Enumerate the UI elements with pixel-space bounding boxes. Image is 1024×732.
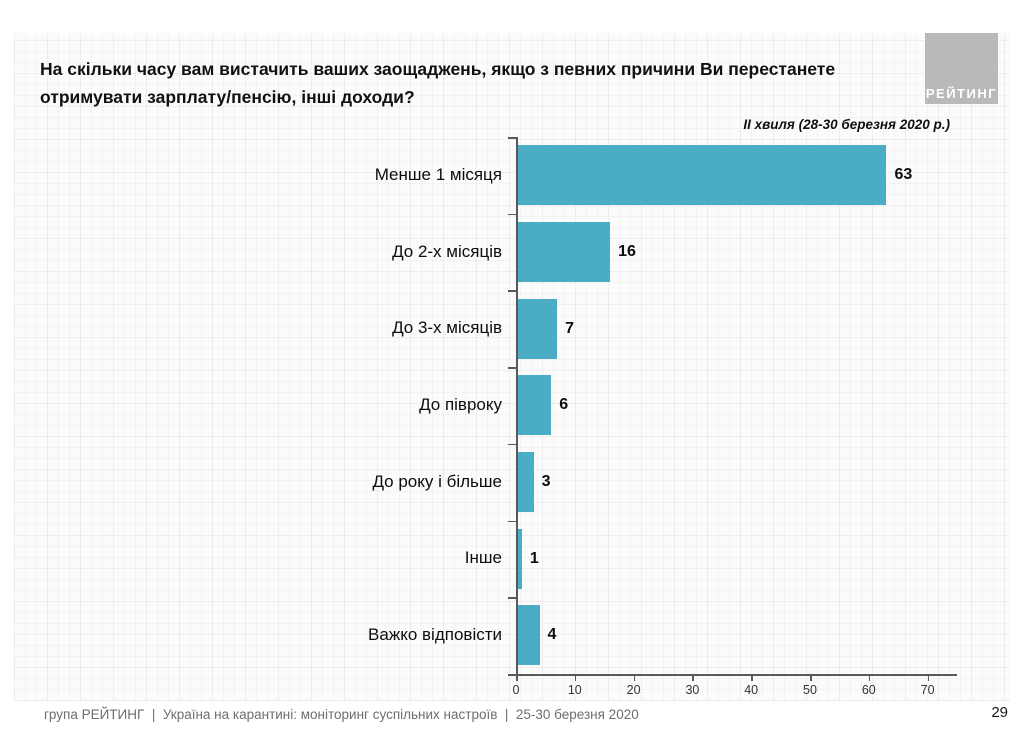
bar bbox=[516, 298, 558, 359]
x-axis-tick-label: 40 bbox=[744, 683, 759, 697]
y-axis-tick bbox=[508, 137, 516, 139]
x-axis-tick-label: 20 bbox=[626, 683, 641, 697]
x-axis-tick bbox=[810, 675, 812, 681]
bar-row: Важко відповісти 4 bbox=[14, 597, 974, 674]
bar-value-label: 3 bbox=[541, 473, 551, 491]
bar bbox=[516, 222, 611, 283]
bar-row: До 3-х місяців 7 bbox=[14, 290, 974, 367]
bar-value-label: 63 bbox=[894, 166, 913, 184]
category-label: До 2-х місяців bbox=[392, 241, 502, 261]
bar bbox=[516, 452, 534, 513]
x-axis-tick-label: 0 bbox=[512, 683, 520, 697]
bar-row: До року і більше 3 bbox=[14, 444, 974, 521]
y-axis-line bbox=[516, 137, 518, 675]
x-axis-tick bbox=[516, 675, 518, 681]
bar bbox=[516, 605, 540, 666]
category-label: До півроку bbox=[419, 395, 502, 415]
x-axis-tick-label: 60 bbox=[861, 683, 876, 697]
bar bbox=[516, 375, 552, 436]
x-axis-tick bbox=[868, 675, 871, 681]
x-axis-tick bbox=[751, 675, 753, 681]
bar-row: Менше 1 місяця 63 bbox=[14, 137, 974, 214]
y-axis-tick bbox=[508, 674, 516, 676]
x-axis-tick bbox=[927, 675, 930, 681]
y-axis-tick bbox=[508, 520, 516, 523]
bar-value-label: 4 bbox=[547, 626, 557, 644]
category-label: До 3-х місяців bbox=[392, 318, 502, 338]
x-axis-tick-label: 70 bbox=[920, 683, 935, 697]
rating-logo-text: РЕЙТИНГ bbox=[925, 86, 998, 101]
x-axis-line bbox=[516, 674, 957, 676]
slide-content-area: На скільки часу вам вистачить ваших заощ… bbox=[14, 33, 1010, 701]
x-axis-tick bbox=[574, 675, 577, 681]
y-axis-tick bbox=[508, 443, 516, 446]
y-axis-tick bbox=[508, 290, 516, 292]
bar-chart: Менше 1 місяця 63 До 2-х місяців 16 До 3-х м… bbox=[14, 137, 974, 697]
bar-row: До 2-х місяців 16 bbox=[14, 214, 974, 291]
footer-source-line: група РЕЙТИНГ | Україна на карантині: мо… bbox=[44, 707, 639, 722]
bar-value-label: 16 bbox=[618, 243, 636, 261]
bar-row: До півроку 6 bbox=[14, 367, 974, 444]
bar-value-label: 1 bbox=[529, 549, 539, 567]
category-label: До року і більше bbox=[372, 471, 502, 491]
bar bbox=[516, 145, 887, 206]
bar bbox=[516, 528, 522, 589]
category-label: Важко відповісти bbox=[368, 625, 502, 645]
page-number: 29 bbox=[991, 704, 1008, 721]
wave-subtitle: ІІ хвиля (28-30 березня 2020 р.) bbox=[743, 117, 950, 132]
bar-value-label: 7 bbox=[565, 319, 575, 337]
y-axis-tick bbox=[508, 367, 516, 369]
x-axis-tick bbox=[692, 675, 694, 681]
chart-title: На скільки часу вам вистачить ваших заощ… bbox=[40, 59, 836, 107]
x-axis-tick-label: 50 bbox=[803, 683, 817, 697]
y-axis-tick bbox=[508, 213, 516, 216]
bar-value-label: 6 bbox=[559, 396, 569, 414]
rating-logo: РЕЙТИНГ bbox=[925, 33, 998, 104]
y-axis-tick bbox=[508, 597, 516, 599]
x-axis-tick-label: 30 bbox=[685, 683, 700, 697]
bar-rows: Менше 1 місяця 63 До 2-х місяців 16 До 3-х м… bbox=[14, 137, 974, 674]
x-axis-tick bbox=[633, 675, 636, 681]
category-label: Менше 1 місяця bbox=[374, 165, 502, 184]
x-axis-tick-label: 10 bbox=[567, 683, 582, 697]
bar-row: Інше 1 bbox=[14, 520, 974, 597]
category-label: Інше bbox=[464, 548, 502, 568]
